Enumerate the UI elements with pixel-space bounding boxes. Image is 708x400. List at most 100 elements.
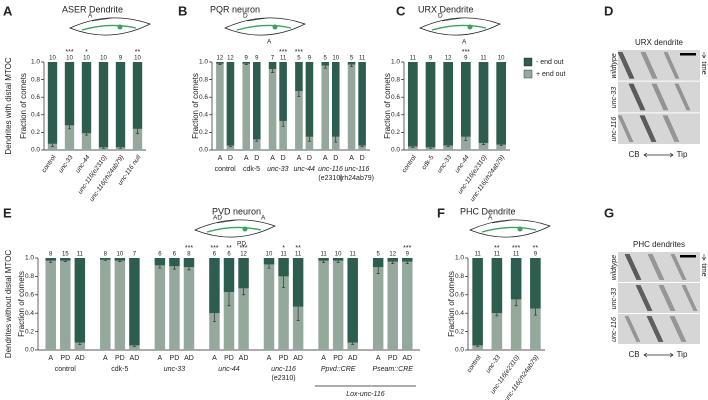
- n-label: 11: [480, 56, 487, 62]
- n-label: 9: [245, 56, 249, 62]
- significance: **: [494, 245, 500, 252]
- x-tick-label: control: [466, 354, 483, 374]
- x-tick-label: AD: [75, 355, 85, 362]
- row-label: unc-116: [611, 117, 618, 142]
- panel-title: URX dendrite: [635, 38, 684, 47]
- schematic-body: [419, 17, 501, 36]
- axis-left-label: CB: [628, 350, 639, 359]
- kymograph-streak: [620, 115, 634, 143]
- row-label: unc-33: [611, 87, 618, 109]
- bar-segment: [226, 62, 235, 146]
- bar-segment: [60, 260, 71, 350]
- kymograph-streak: [647, 315, 661, 343]
- kymograph-streak: [640, 51, 654, 79]
- bar-segment: [279, 62, 287, 121]
- bar-segment: [252, 139, 261, 150]
- kymograph-streak: [677, 83, 691, 111]
- n-label: 11: [513, 252, 520, 258]
- bar-segment: [402, 258, 413, 262]
- n-label: 8: [49, 252, 53, 258]
- y-tick-label: 0.4: [31, 112, 40, 119]
- n-label: 12: [227, 56, 234, 62]
- y-axis-label: Fraction of comets: [19, 73, 28, 139]
- bar-segment: [347, 258, 358, 343]
- group-label: unc-44: [293, 166, 315, 173]
- bar-segment: [530, 308, 541, 350]
- n-label: 10: [498, 56, 505, 62]
- group-label: unc-116: [271, 366, 296, 373]
- bar-segment: [263, 264, 275, 350]
- kymograph-streak: [650, 253, 664, 281]
- x-tick-label: PD: [60, 355, 70, 362]
- n-label: 9: [255, 56, 259, 62]
- significance: ***: [403, 245, 411, 252]
- n-label: 11: [350, 252, 357, 258]
- y-tick-label: 0.4: [391, 112, 400, 119]
- bar-segment: [387, 261, 398, 350]
- bar-segment: [407, 62, 418, 147]
- bar-segment: [292, 306, 304, 350]
- y-tick-label: 1.0: [455, 255, 464, 262]
- bracket-label: Lox-unc-116: [346, 391, 385, 398]
- bar-segment: [278, 276, 289, 350]
- schematic-soma: [517, 226, 523, 232]
- significance: ***: [210, 245, 218, 252]
- n-label: 9: [464, 56, 468, 62]
- kymograph-streak: [671, 315, 685, 343]
- kymograph-streak: [651, 253, 665, 281]
- bar-segment: [295, 91, 303, 150]
- bar-segment: [347, 64, 356, 150]
- significance: ***: [65, 49, 73, 56]
- schematic-neuron: [206, 226, 262, 233]
- bar-segment: [115, 62, 126, 148]
- bar-segment: [402, 261, 413, 350]
- n-label: 12: [240, 252, 247, 258]
- kymograph-streak: [672, 253, 686, 281]
- panel-title: ASER Dendrite: [62, 4, 123, 14]
- kymograph-streak: [635, 284, 649, 312]
- bar-segment: [252, 62, 261, 140]
- schematic-arrow: [491, 219, 513, 224]
- bar-segment: [114, 258, 126, 261]
- kymograph-streak: [624, 315, 638, 343]
- kymograph-streak: [621, 51, 635, 79]
- x-tick-label: A: [323, 155, 328, 162]
- schematic-soma: [467, 24, 473, 30]
- schematic-body: [194, 219, 276, 238]
- kymograph-streak: [649, 253, 663, 281]
- y-axis-label: Fraction of comets: [383, 73, 392, 139]
- y-tick-label: 0.0: [25, 347, 34, 354]
- x-tick-label: A: [349, 155, 354, 162]
- x-tick-label: PD: [115, 355, 125, 362]
- n-label: 5: [297, 56, 301, 62]
- y-tick-label: 1.0: [31, 59, 40, 66]
- group-label: (rh24ab79): [340, 175, 374, 182]
- significance: *: [282, 245, 285, 252]
- kymograph-streak: [620, 51, 634, 79]
- schematic-label: A: [488, 215, 493, 222]
- kymograph-streak: [639, 284, 653, 312]
- bar-segment: [460, 62, 471, 137]
- x-tick-label: PD: [170, 355, 180, 362]
- kymograph-streak: [640, 115, 654, 143]
- kymograph-streak: [643, 115, 657, 143]
- kymograph-streak: [670, 253, 684, 281]
- group-label: control: [215, 166, 236, 173]
- n-label: 8: [187, 252, 191, 258]
- x-tick-label: AD: [184, 355, 194, 362]
- kymograph-streak: [642, 51, 656, 79]
- y-tick-label: 0.8: [391, 76, 400, 83]
- n-label: 10: [100, 56, 107, 62]
- significance: **: [295, 245, 301, 252]
- kymograph-streak: [648, 253, 662, 281]
- kymograph-streak: [627, 315, 641, 343]
- kymograph-streak: [639, 115, 653, 143]
- significance: ***: [185, 245, 193, 252]
- bar-segment: [347, 342, 358, 350]
- schematic-neuron: [431, 24, 487, 31]
- bar-segment: [425, 147, 436, 150]
- n-label: 10: [134, 56, 141, 62]
- x-tick-label: D: [307, 155, 312, 162]
- n-label: 11: [320, 252, 327, 258]
